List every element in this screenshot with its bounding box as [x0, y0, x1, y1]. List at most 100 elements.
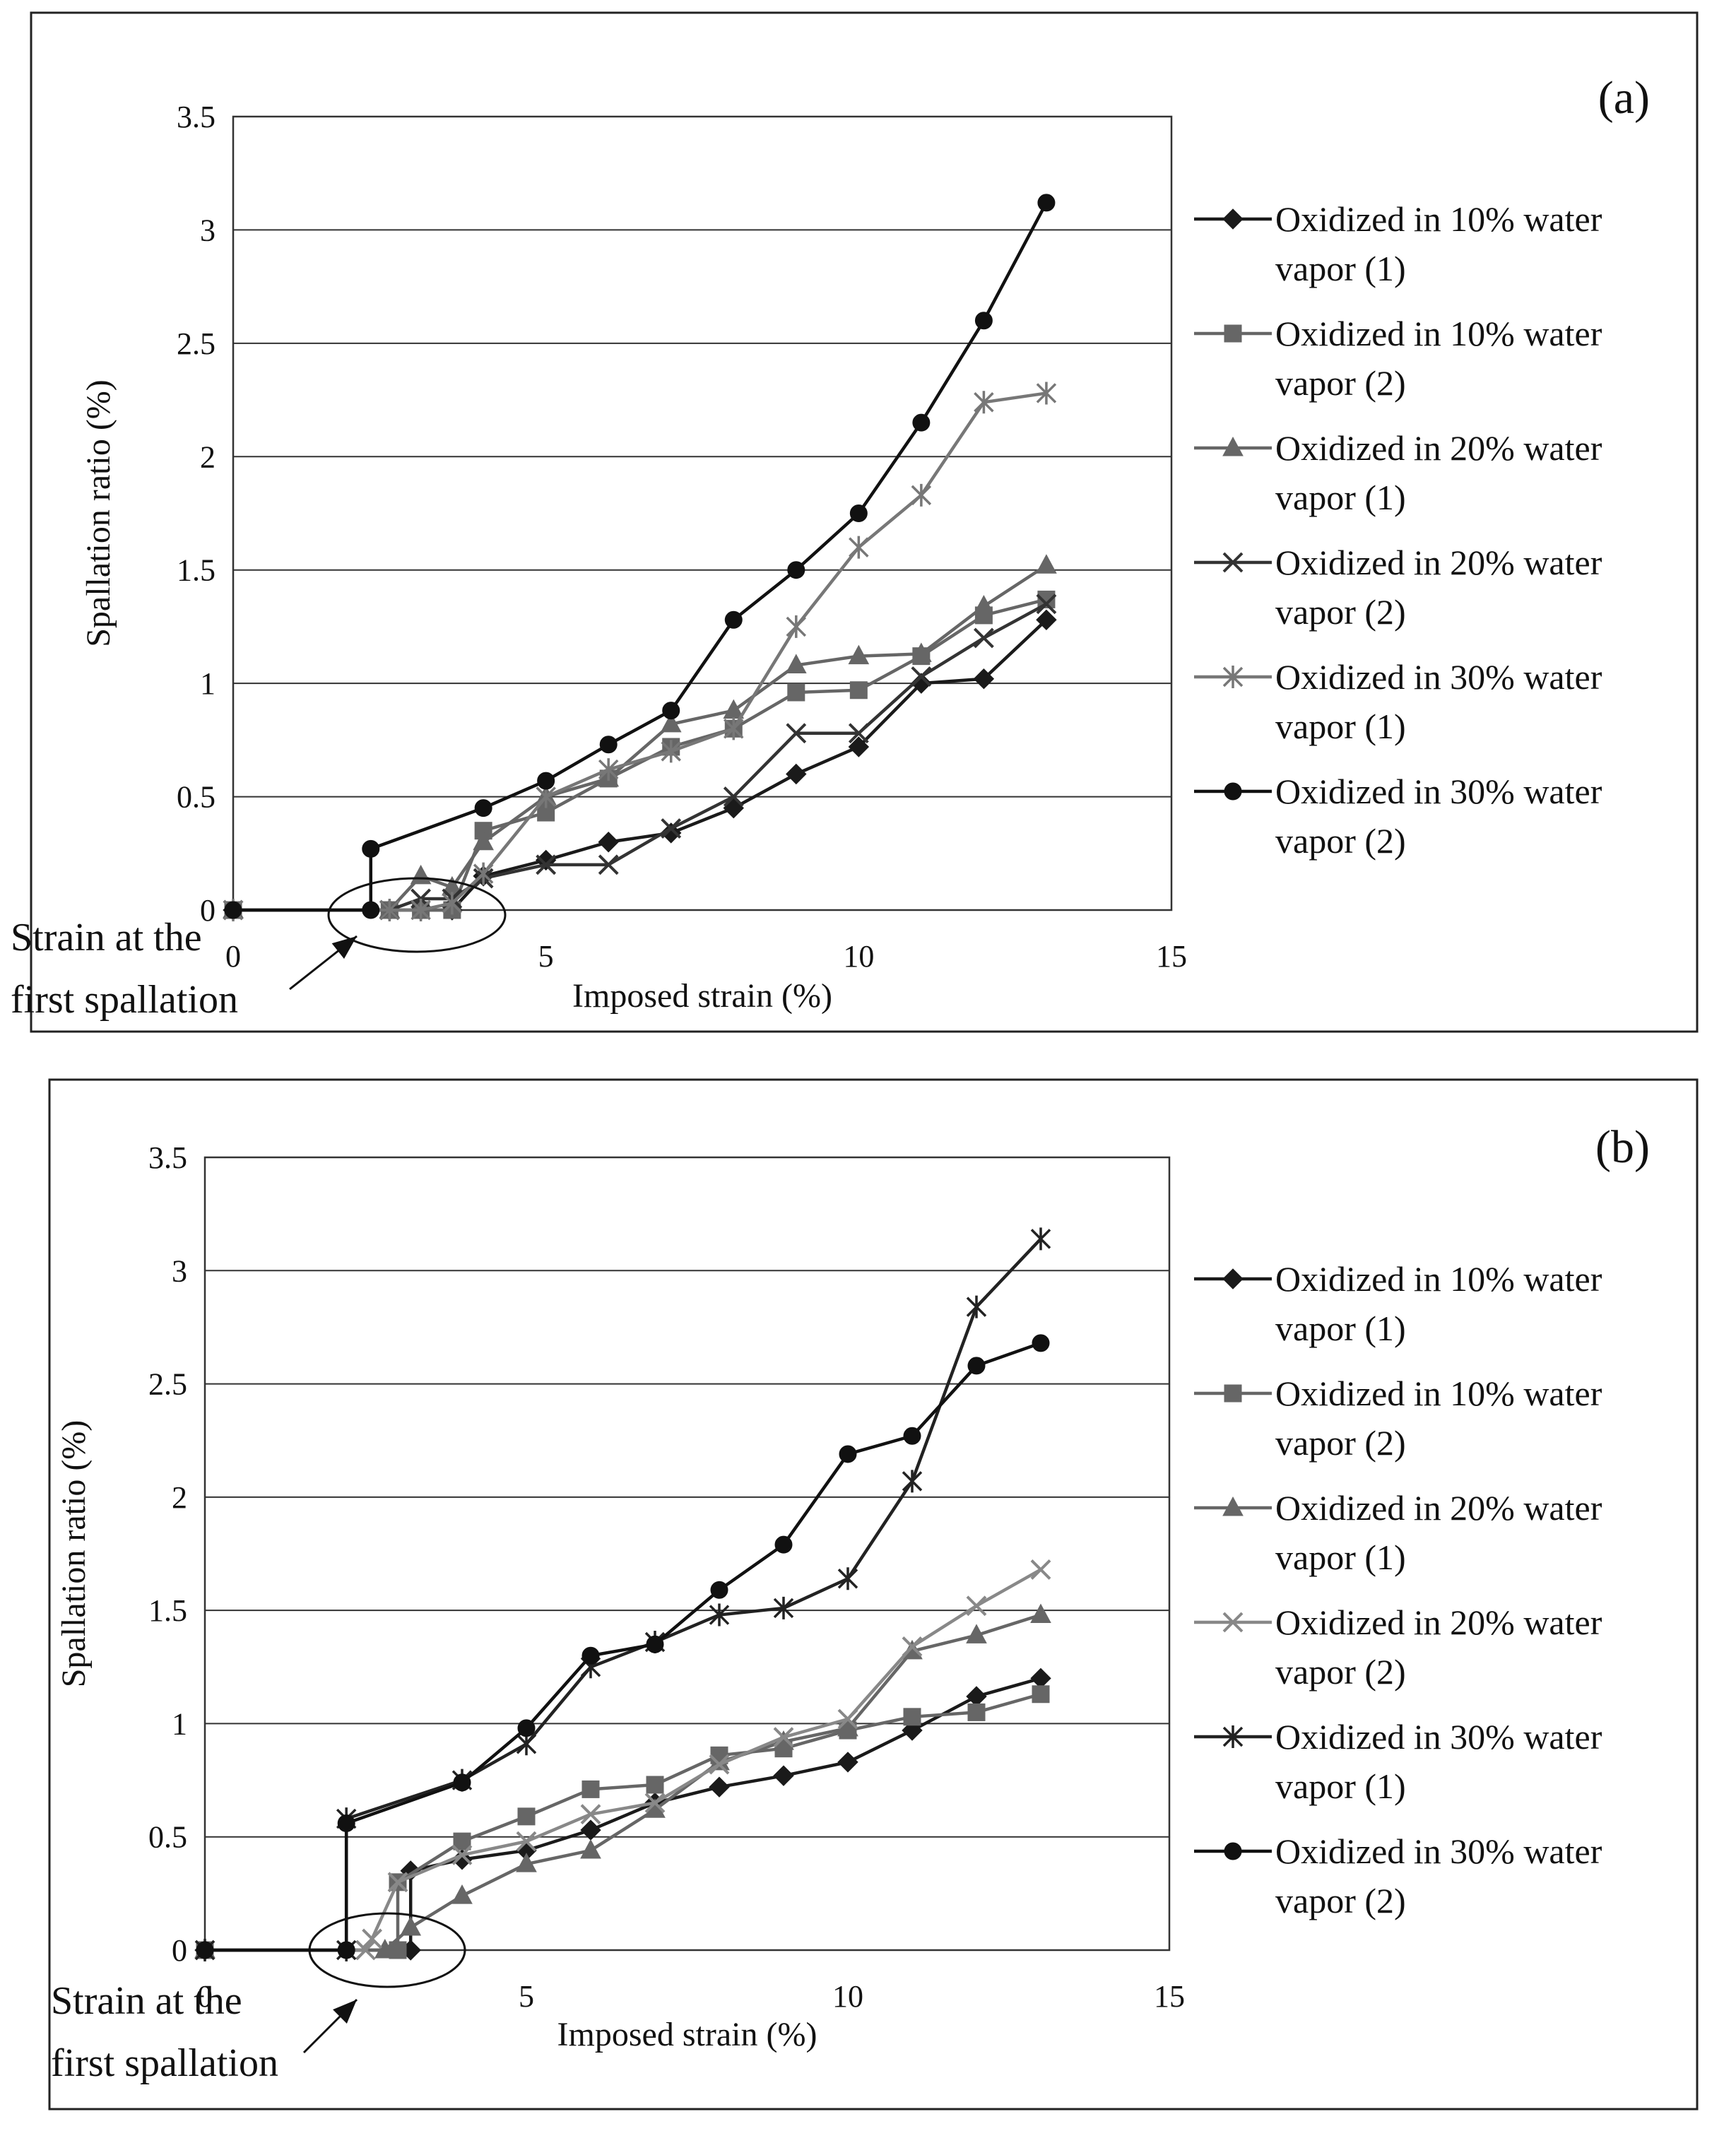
- chart-b-legend-item: Oxidized in 20% water vapor (1): [1194, 1488, 1602, 1577]
- chart-a-legend-item: Oxidized in 10% water vapor (2): [1194, 314, 1602, 403]
- chart-a-data-point: [1036, 554, 1057, 574]
- chart-a-data-point: [474, 799, 492, 817]
- chart-a-arrowhead: [331, 936, 357, 960]
- chart-a-data-point: [661, 740, 681, 763]
- chart-b-data-point: [516, 1831, 537, 1852]
- chart-b-data-point: [516, 1853, 537, 1872]
- chart-a-data-point: [537, 772, 555, 790]
- chart-a-legend-label: vapor (2): [1275, 363, 1406, 403]
- chart-a-legend-label: Oxidized in 20% water: [1275, 543, 1602, 582]
- chart-b-data-point: [646, 1776, 664, 1794]
- chart-b-data-point: [400, 1915, 422, 1936]
- chart-a-data-point: [1037, 194, 1056, 212]
- chart-b-data-point: [644, 1793, 666, 1814]
- chart-a-data-point: [599, 736, 618, 754]
- chart-b-data-point: [837, 1567, 858, 1590]
- chart-a-data-point: [786, 723, 807, 744]
- chart-b-legend-marker: [1222, 1496, 1244, 1516]
- chart-b-data-point: [966, 1595, 987, 1617]
- chart-b-data-point: [837, 1716, 858, 1737]
- chart-b-y-axis-title: Spallation ratio (%): [55, 1420, 93, 1688]
- chart-a-panel-label: (a): [1598, 72, 1650, 124]
- chart-b-legend-marker: [1224, 1842, 1242, 1860]
- chart-b-data-point: [451, 1884, 473, 1904]
- chart-a-data-point: [473, 862, 494, 885]
- chart-b-legend-marker: [1224, 1384, 1242, 1403]
- chart-a-data-point: [911, 642, 932, 662]
- chart-b-data-point: [903, 1427, 921, 1445]
- chart-b-data-point: [337, 1814, 355, 1832]
- chart-a-data-point: [442, 892, 463, 915]
- chart-a-data-point: [786, 763, 807, 785]
- chart-a-legend-label: Oxidized in 10% water: [1275, 314, 1602, 353]
- chart-b-legend-item: Oxidized in 10% water vapor (2): [1194, 1374, 1602, 1463]
- chart-b-data-point: [966, 1624, 987, 1643]
- chart-a-data-point: [1036, 382, 1057, 405]
- chart-b-y-tick-label: 1: [172, 1706, 187, 1741]
- chart-a-data-point: [660, 712, 682, 733]
- chart-a-data-point: [598, 832, 619, 853]
- chart-b-data-point: [337, 1941, 355, 1959]
- chart-b-data-point: [1032, 1685, 1050, 1704]
- chart-a-data-point: [411, 899, 431, 921]
- chart-a-data-point: [661, 822, 682, 844]
- chart-b-legend-item: Oxidized in 30% water vapor (2): [1194, 1831, 1602, 1920]
- chart-a-data-point: [974, 312, 993, 330]
- chart-a-data-point: [362, 839, 380, 858]
- chart-b-legend-item: Oxidized in 30% water vapor (1): [1194, 1717, 1602, 1806]
- chart-a-annotation-text: Strain at the: [11, 916, 202, 960]
- chart-b-y-tick-label: 0: [172, 1933, 187, 1968]
- chart-b-series-6: [196, 1334, 1050, 1959]
- chart-b-data-point: [709, 1776, 730, 1798]
- chart-a-x-tick-label: 0: [225, 939, 241, 974]
- chart-a-data-point: [911, 673, 932, 694]
- chart-b-data-point: [453, 1773, 471, 1792]
- chart-b-legend-label: Oxidized in 10% water: [1275, 1259, 1602, 1299]
- chart-a-data-point: [973, 668, 995, 690]
- chart-b-data-point: [902, 1636, 923, 1657]
- chart-a-legend-marker: [1224, 324, 1242, 343]
- chart-a-data-point: [912, 413, 931, 432]
- chart-a-legend-label: Oxidized in 10% water: [1275, 199, 1602, 239]
- chart-b-data-point: [355, 1940, 376, 1961]
- chart-a-x-tick-label: 5: [538, 939, 554, 974]
- chart-b-legend-label: Oxidized in 30% water: [1275, 1831, 1602, 1871]
- chart-b-data-point: [374, 1938, 396, 1959]
- chart-a-series-line: [233, 391, 1047, 912]
- chart-b-legend-label: vapor (1): [1275, 1309, 1406, 1348]
- chart-b-data-point: [773, 1596, 794, 1619]
- chart-a-data-point: [973, 627, 994, 649]
- chart-b-data-point: [902, 1470, 923, 1493]
- chart-b-series-line: [205, 1568, 1042, 1952]
- chart-b-legend-marker: [1222, 1725, 1244, 1748]
- chart-b-data-point: [709, 1603, 730, 1627]
- chart-a-annotation-text: first spallation: [11, 978, 238, 1022]
- chart-a-y-tick-label: 2.5: [177, 326, 215, 361]
- chart-b-data-point: [967, 1357, 986, 1375]
- chart-a-y-tick-label: 0: [200, 893, 215, 928]
- chart-b-legend-marker: [1222, 1268, 1244, 1289]
- chart-a-legend-label: Oxidized in 30% water: [1275, 772, 1602, 811]
- chart-b-legend-item: Oxidized in 20% water vapor (2): [1194, 1602, 1602, 1692]
- chart-a-data-point: [473, 830, 494, 851]
- chart-b-legend-label: vapor (1): [1275, 1537, 1406, 1577]
- chart-b-legend-label: Oxidized in 10% water: [1275, 1374, 1602, 1413]
- chart-b-data-point: [387, 1872, 408, 1893]
- chart-b-data-point: [967, 1703, 986, 1721]
- chart-b-x-tick-label: 10: [832, 1979, 863, 2014]
- chart-a-data-point: [661, 818, 682, 839]
- chart-b-x-axis-title: Imposed strain (%): [557, 2016, 817, 2053]
- chart-b-data-point: [774, 1535, 793, 1554]
- chart-a-legend-item: Oxidized in 20% water vapor (1): [1194, 428, 1602, 517]
- chart-b-data-point: [581, 1780, 600, 1798]
- chart-a-legend-marker: [1222, 552, 1244, 573]
- chart-a-legend-item: Oxidized in 30% water vapor (2): [1194, 772, 1602, 861]
- chart-b-annotation-text: first spallation: [51, 2041, 278, 2085]
- chart-a-legend-item: Oxidized in 30% water vapor (1): [1194, 657, 1602, 746]
- chart-a-data-point: [787, 561, 805, 579]
- chart-b-data-point: [451, 1844, 473, 1865]
- chart-a-data-point: [724, 717, 744, 740]
- chart-a-data-point: [849, 681, 868, 699]
- chart-a-data-point: [911, 483, 932, 507]
- chart-b-data-point: [837, 1708, 858, 1730]
